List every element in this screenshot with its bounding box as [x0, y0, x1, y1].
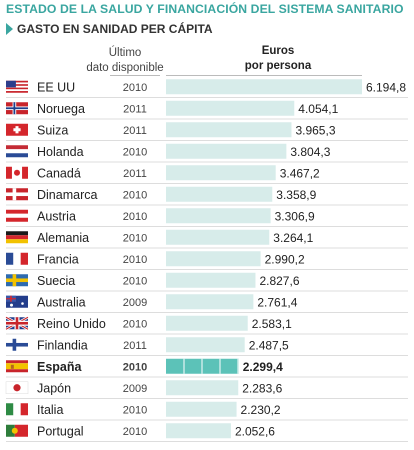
year-label: 2011: [123, 125, 147, 137]
country-label: Canadá: [37, 166, 81, 180]
bar: [166, 337, 245, 353]
bar: [166, 208, 271, 224]
year-label: 2009: [123, 383, 147, 395]
country-label: Suiza: [37, 123, 68, 137]
data-label: 2.230,2: [241, 403, 281, 417]
year-header-line1: Último: [108, 47, 142, 59]
data-label: 2.487,5: [249, 338, 289, 352]
year-label: 2011: [123, 168, 147, 180]
country-label: Alemania: [37, 231, 89, 245]
country-label: Austria: [37, 209, 76, 223]
data-label: 2.283,6: [242, 381, 282, 395]
year-label: 2010: [123, 82, 147, 94]
country-label: Italia: [37, 403, 63, 417]
bar: [166, 229, 270, 245]
year-column-header: Último dato disponible: [85, 46, 165, 76]
value-header-line1: Euros: [261, 45, 295, 57]
denmark-flag-icon: [6, 188, 28, 201]
year-label: 2010: [123, 211, 147, 223]
bar: [166, 143, 287, 159]
portugal-flag-icon: [6, 424, 28, 437]
triangle-icon: [6, 23, 13, 35]
switzerland-flag-icon: [6, 123, 28, 136]
bar: [166, 315, 248, 331]
canada-flag-icon: [6, 166, 28, 179]
bar: [166, 272, 256, 288]
spain-flag-icon: [6, 360, 28, 373]
data-label: 4.054,1: [298, 102, 338, 116]
us-flag-icon: [6, 80, 28, 93]
year-label: 2010: [123, 189, 147, 201]
bar: [166, 294, 254, 310]
chart-title: ESTADO DE LA SALUD Y FINANCIACIÓN DEL SI…: [6, 2, 404, 16]
year-label: 2010: [123, 404, 147, 416]
value-header-rule: [166, 75, 362, 76]
country-label: España: [37, 360, 83, 374]
data-label: 2.990,2: [265, 252, 305, 266]
year-label: 2010: [123, 254, 147, 266]
bar: [166, 423, 231, 439]
bar: [166, 165, 276, 181]
subtitle-row: GASTO EN SANIDAD PER CÁPITA: [6, 21, 213, 37]
sweden-flag-icon: [6, 274, 28, 287]
data-label: 2.761,4: [257, 295, 297, 309]
country-label: Dinamarca: [37, 188, 97, 202]
value-header-line2: por persona: [244, 60, 312, 72]
country-label: Francia: [37, 252, 79, 266]
year-header-rule: [110, 75, 160, 76]
bar: [166, 380, 239, 396]
country-label: Holanda: [37, 145, 84, 159]
uk-flag-icon: [5, 316, 29, 331]
country-label: Suecia: [37, 274, 75, 288]
data-label: 2.299,4: [243, 360, 283, 374]
year-label: 2010: [123, 232, 147, 244]
country-label: EE UU: [37, 80, 75, 94]
year-label: 2010: [123, 275, 147, 287]
bar: [166, 186, 273, 202]
data-label: 3.358,9: [276, 188, 316, 202]
data-label: 3.467,2: [280, 166, 320, 180]
data-label: 3.264,1: [273, 231, 313, 245]
italy-flag-icon: [6, 403, 28, 416]
bar: [166, 401, 237, 417]
value-column-header: Euros por persona: [236, 44, 320, 74]
country-label: Australia: [37, 295, 86, 309]
austria-flag-icon: [6, 209, 28, 222]
country-label: Reino Unido: [37, 317, 106, 331]
germany-flag-icon: [6, 231, 28, 244]
australia-flag-icon: [6, 295, 28, 308]
year-label: 2011: [123, 103, 147, 115]
france-flag-icon: [6, 252, 28, 265]
data-label: 2.052,6: [235, 424, 275, 438]
country-label: Portugal: [37, 424, 84, 438]
chart-subtitle: GASTO EN SANIDAD PER CÁPITA: [17, 22, 213, 36]
data-label: 2.827,6: [259, 274, 299, 288]
year-label: 2009: [123, 297, 147, 309]
data-label: 3.804,3: [290, 145, 330, 159]
country-label: Noruega: [37, 102, 85, 116]
country-label: Japón: [37, 381, 71, 395]
norway-flag-icon: [6, 102, 28, 115]
data-label: 3.306,9: [275, 209, 315, 223]
finland-flag-icon: [6, 338, 28, 351]
bar: [166, 100, 295, 116]
year-label: 2010: [123, 146, 147, 158]
year-label: 2011: [123, 340, 147, 352]
year-label: 2010: [123, 318, 147, 330]
bar: [166, 79, 362, 95]
data-label: 3.965,3: [295, 123, 335, 137]
data-label: 2.583,1: [252, 317, 292, 331]
year-label: 2010: [123, 361, 147, 373]
netherlands-flag-icon: [6, 145, 28, 158]
year-header-line2: dato disponible: [86, 62, 164, 74]
year-label: 2010: [123, 426, 147, 438]
japan-flag-icon: [5, 381, 29, 394]
bar: [166, 251, 261, 267]
data-label: 6.194,8: [366, 80, 406, 94]
country-label: Finlandia: [37, 338, 88, 352]
bar: [166, 122, 292, 138]
